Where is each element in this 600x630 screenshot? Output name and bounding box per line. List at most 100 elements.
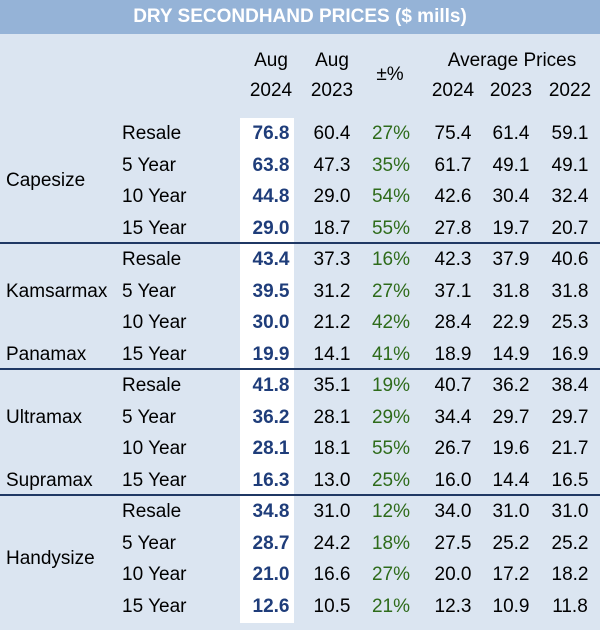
cell-pct: 41% bbox=[371, 343, 411, 365]
cell-aug23: 31.0 bbox=[313, 501, 351, 522]
header-avg-2024: 2024 bbox=[431, 80, 475, 101]
cell-a23: 19.7 bbox=[492, 217, 530, 239]
cell-aug24: 41.8 bbox=[252, 375, 290, 396]
cell-a23: 37.9 bbox=[492, 249, 530, 270]
cell-a24: 34.4 bbox=[434, 406, 472, 428]
cell-aug24: 39.5 bbox=[252, 280, 290, 302]
cell-a24: 61.7 bbox=[434, 154, 472, 176]
header-avg-2023: 2023 bbox=[489, 80, 533, 101]
cell-aug24: 36.2 bbox=[252, 406, 290, 428]
cell-a23: 31.8 bbox=[492, 280, 530, 302]
cell-a22: 25.2 bbox=[551, 532, 589, 554]
cell-pct: 27% bbox=[371, 123, 411, 144]
group-label: Kamsarmax bbox=[6, 280, 108, 302]
cell-a23: 31.0 bbox=[492, 501, 530, 522]
header-aug2023-month: Aug bbox=[315, 50, 349, 71]
cell-a24: 26.7 bbox=[434, 438, 472, 459]
cell-aug24: 29.0 bbox=[252, 217, 290, 239]
cell-aug23: 10.5 bbox=[313, 595, 351, 617]
cell-a22: 25.3 bbox=[551, 312, 589, 333]
cell-pct: 42% bbox=[371, 312, 411, 333]
cell-a22: 16.9 bbox=[551, 343, 589, 365]
cell-a23: 61.4 bbox=[492, 123, 530, 144]
row-type-label: 5 Year bbox=[122, 154, 176, 176]
header-aug2024-month: Aug bbox=[254, 50, 288, 71]
highlight-column bbox=[240, 118, 294, 623]
row-type-label: Resale bbox=[122, 123, 182, 144]
cell-aug23: 13.0 bbox=[313, 469, 351, 491]
cell-aug24: 76.8 bbox=[252, 123, 290, 144]
cell-aug24: 12.6 bbox=[252, 595, 290, 617]
cell-pct: 29% bbox=[371, 406, 411, 428]
cell-a24: 42.3 bbox=[434, 249, 472, 270]
cell-aug23: 29.0 bbox=[313, 186, 351, 207]
cell-a24: 20.0 bbox=[434, 564, 472, 585]
cell-a24: 37.1 bbox=[434, 280, 472, 302]
group-separator bbox=[0, 242, 600, 244]
cell-pct: 21% bbox=[371, 595, 411, 617]
cell-a22: 16.5 bbox=[551, 469, 589, 491]
cell-a22: 31.0 bbox=[551, 501, 589, 522]
cell-aug24: 16.3 bbox=[252, 469, 290, 491]
cell-a22: 11.8 bbox=[552, 595, 588, 617]
cell-a22: 20.7 bbox=[551, 217, 589, 239]
cell-a22: 29.7 bbox=[551, 406, 589, 428]
cell-aug23: 35.1 bbox=[313, 375, 351, 396]
cell-a22: 38.4 bbox=[551, 375, 589, 396]
table-title: DRY SECONDHAND PRICES ($ mills) bbox=[0, 0, 600, 34]
row-type-label: 10 Year bbox=[122, 186, 187, 207]
cell-a24: 75.4 bbox=[434, 123, 472, 144]
header-avg-2022: 2022 bbox=[548, 80, 592, 101]
cell-aug23: 37.3 bbox=[313, 249, 351, 270]
cell-aug24: 19.9 bbox=[252, 343, 290, 365]
cell-a23: 30.4 bbox=[492, 186, 530, 207]
cell-pct: 18% bbox=[371, 532, 411, 554]
cell-a23: 22.9 bbox=[492, 312, 530, 333]
cell-a23: 10.9 bbox=[492, 595, 530, 617]
cell-aug24: 30.0 bbox=[252, 312, 290, 333]
cell-aug24: 43.4 bbox=[252, 249, 290, 270]
group-label: Ultramax bbox=[6, 406, 83, 428]
row-type-label: 10 Year bbox=[122, 564, 187, 585]
cell-aug23: 47.3 bbox=[313, 154, 351, 176]
cell-a22: 18.2 bbox=[551, 564, 589, 585]
row-type-label: 15 Year bbox=[122, 469, 187, 491]
cell-pct: 16% bbox=[371, 249, 411, 270]
cell-aug23: 60.4 bbox=[313, 123, 351, 144]
cell-a23: 14.4 bbox=[492, 469, 530, 491]
cell-a22: 31.8 bbox=[551, 280, 589, 302]
group-separator bbox=[0, 494, 600, 496]
row-type-label: 15 Year bbox=[122, 595, 187, 617]
cell-aug23: 31.2 bbox=[313, 280, 351, 302]
group-separator bbox=[0, 368, 600, 370]
cell-a24: 42.6 bbox=[434, 186, 472, 207]
group-label: Supramax bbox=[6, 469, 93, 491]
cell-a23: 14.9 bbox=[492, 343, 530, 365]
cell-pct: 55% bbox=[371, 217, 411, 239]
cell-pct: 19% bbox=[371, 375, 411, 396]
row-type-label: 5 Year bbox=[122, 532, 176, 554]
cell-pct: 35% bbox=[371, 154, 411, 176]
cell-aug24: 63.8 bbox=[252, 154, 290, 176]
cell-a24: 34.0 bbox=[434, 501, 472, 522]
row-type-label: Resale bbox=[122, 501, 182, 522]
cell-a22: 21.7 bbox=[551, 438, 589, 459]
row-type-label: 15 Year bbox=[122, 217, 187, 239]
group-label: Capesize bbox=[6, 170, 86, 192]
cell-a24: 40.7 bbox=[434, 375, 472, 396]
cell-aug24: 28.1 bbox=[252, 438, 290, 459]
cell-aug23: 21.2 bbox=[313, 312, 351, 333]
cell-aug23: 18.7 bbox=[313, 217, 351, 239]
cell-a24: 27.8 bbox=[434, 217, 472, 239]
cell-aug23: 16.6 bbox=[313, 564, 351, 585]
cell-a23: 17.2 bbox=[492, 564, 530, 585]
cell-a23: 25.2 bbox=[492, 532, 530, 554]
cell-a23: 49.1 bbox=[492, 154, 530, 176]
row-type-label: Resale bbox=[122, 375, 182, 396]
cell-aug24: 28.7 bbox=[252, 532, 290, 554]
cell-aug24: 21.0 bbox=[252, 564, 290, 585]
cell-pct: 27% bbox=[371, 280, 411, 302]
cell-a24: 12.3 bbox=[434, 595, 472, 617]
cell-pct: 54% bbox=[371, 186, 411, 207]
